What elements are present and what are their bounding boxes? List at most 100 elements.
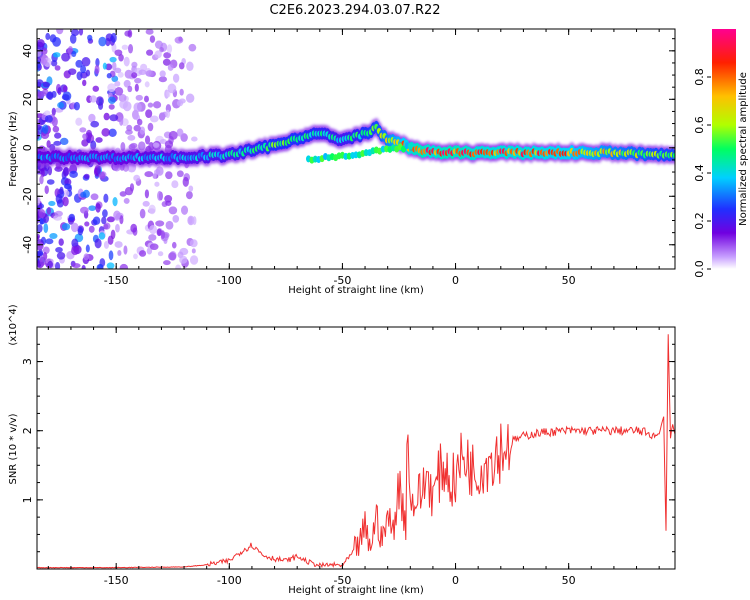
noise-blob <box>131 72 138 79</box>
noise-blob <box>63 183 72 190</box>
noise-blob <box>123 79 131 88</box>
noise-blob <box>167 83 177 94</box>
noise-blob <box>55 247 63 253</box>
noise-blob <box>108 250 114 261</box>
noise-blob <box>154 169 161 175</box>
noise-blob <box>47 261 54 269</box>
noise-blob <box>113 210 121 221</box>
noise-blob <box>191 248 196 254</box>
noise-blob <box>117 250 122 256</box>
noise-blob <box>54 132 62 139</box>
noise-blob <box>139 250 147 257</box>
noise-blob <box>134 77 142 84</box>
noise-blob <box>114 67 122 74</box>
noise-blob <box>139 126 146 135</box>
noise-blob <box>159 70 166 78</box>
spectrogram-noise <box>37 29 199 269</box>
noise-blob <box>127 43 134 54</box>
noise-blob <box>82 133 88 140</box>
noise-blob <box>37 91 42 101</box>
noise-blob <box>133 124 141 132</box>
noise-blob <box>188 185 194 192</box>
noise-blob <box>189 255 199 265</box>
noise-blob <box>159 47 164 53</box>
noise-blob <box>157 190 163 201</box>
noise-blob <box>188 43 197 52</box>
noise-blob <box>102 62 107 70</box>
noise-blob <box>149 35 156 43</box>
noise-blob <box>125 129 133 135</box>
noise-blob <box>168 130 178 140</box>
noise-blob <box>119 263 129 269</box>
noise-blob <box>103 222 111 230</box>
noise-blob <box>172 73 180 83</box>
noise-blob <box>118 54 124 62</box>
noise-blob <box>81 57 91 67</box>
noise-blob <box>92 85 100 92</box>
noise-blob <box>46 140 51 148</box>
noise-blob <box>75 59 83 68</box>
noise-blob <box>49 232 58 239</box>
noise-blob <box>145 109 153 119</box>
snr-y-multiplier: (x10^4) <box>8 304 19 345</box>
ridge-branch-cell <box>401 145 407 153</box>
noise-blob <box>90 120 100 128</box>
noise-blob <box>51 107 56 116</box>
noise-blob <box>147 122 154 132</box>
noise-blob <box>44 110 51 117</box>
noise-blob <box>83 253 90 261</box>
colorbar-tick-label: 0.2 <box>693 212 706 230</box>
noise-blob <box>106 216 115 223</box>
noise-blob <box>90 140 97 150</box>
x-tick-label: -150 <box>104 274 129 287</box>
noise-blob <box>176 128 184 137</box>
noise-blob <box>119 116 124 126</box>
noise-blob <box>134 83 139 92</box>
noise-blob <box>46 179 55 185</box>
noise-blob <box>106 73 112 79</box>
noise-blob <box>171 180 179 189</box>
noise-blob <box>157 251 164 257</box>
noise-blob <box>37 197 41 206</box>
noise-blob <box>155 220 165 227</box>
y-tick-label: 40 <box>21 44 34 58</box>
noise-blob <box>117 71 124 78</box>
y-tick-label: 0 <box>21 144 34 151</box>
noise-blob <box>127 85 133 93</box>
noise-blob <box>133 102 142 113</box>
noise-blob <box>154 40 164 49</box>
noise-blob <box>114 86 124 96</box>
noise-blob <box>37 224 43 233</box>
snr-x-label: Height of straight line (km) <box>288 585 424 596</box>
noise-blob <box>94 64 100 75</box>
x-tick-label: 0 <box>452 274 459 287</box>
noise-blob <box>152 142 160 148</box>
noise-blob <box>115 223 120 233</box>
noise-blob <box>75 117 83 126</box>
noise-blob <box>37 250 44 257</box>
noise-blob <box>154 181 160 187</box>
noise-blob <box>144 135 151 145</box>
noise-blob <box>37 124 42 131</box>
noise-blob <box>48 200 56 207</box>
noise-blob <box>96 264 104 269</box>
noise-blob <box>53 140 62 146</box>
noise-blob <box>142 200 150 207</box>
noise-blob <box>39 256 46 266</box>
noise-blob <box>54 65 61 71</box>
ridge-branch-cell <box>407 142 413 150</box>
y-tick-label: 20 <box>21 92 34 106</box>
noise-blob <box>129 183 135 192</box>
noise-blob <box>163 260 171 266</box>
snr-y-label: SNR (10 * v/v) <box>8 413 19 484</box>
x-tick-label: 50 <box>562 574 576 587</box>
noise-blob <box>54 261 61 269</box>
noise-blob <box>68 68 77 75</box>
snr-y-ticks: 1 2 3 <box>21 326 675 570</box>
noise-blob <box>79 127 87 133</box>
x-tick-label: -50 <box>333 574 351 587</box>
noise-blob <box>39 218 44 225</box>
noise-blob <box>127 134 136 141</box>
colorbar-ticks: 0.0 0.2 0.4 0.6 0.8 <box>693 68 711 278</box>
